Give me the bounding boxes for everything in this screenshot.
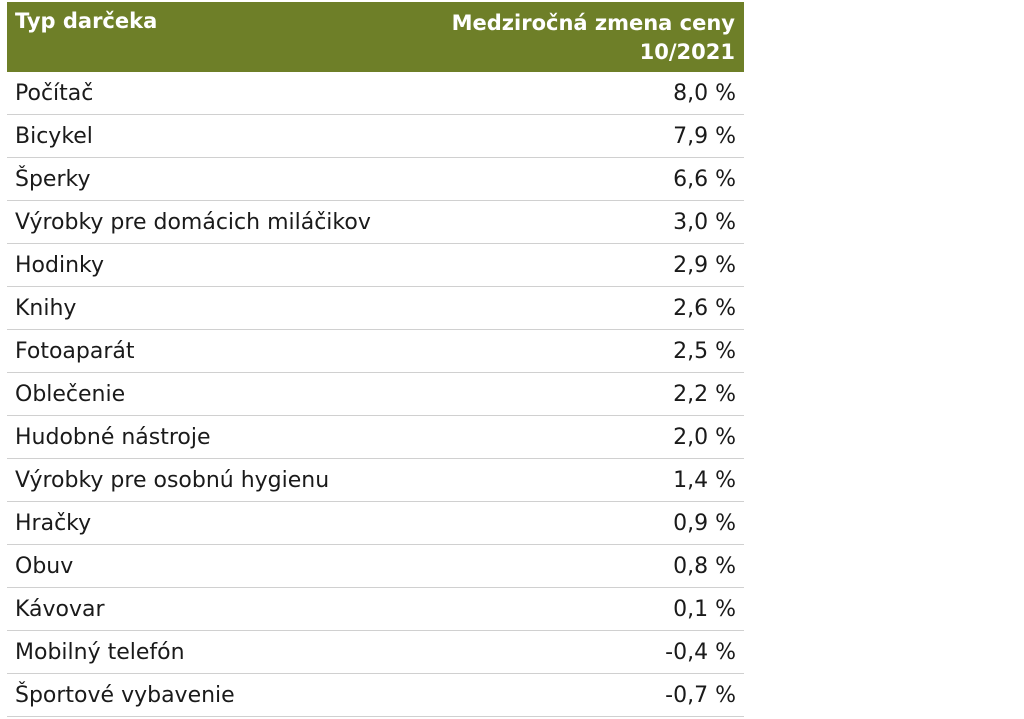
row-gift-name: Mobilný telefón [15,640,185,665]
table-row: Športové vybavenie -0,7 % [7,674,744,717]
table-row: Mobilný telefón -0,4 % [7,631,744,674]
row-gift-name: Šperky [15,167,91,192]
row-gift-name: Počítač [15,81,94,106]
row-gift-name: Obuv [15,554,74,579]
header-price-change-line2: 10/2021 [639,40,735,64]
table-row: Oblečenie 2,2 % [7,373,744,416]
row-price-change: 1,4 % [673,468,736,493]
table-row: Hodinky 2,9 % [7,244,744,287]
table-row: Výrobky pre osobnú hygienu 1,4 % [7,459,744,502]
row-price-change: 6,6 % [673,167,736,192]
row-gift-name: Fotoaparát [15,339,135,364]
table-row: Fotoaparát 2,5 % [7,330,744,373]
row-gift-name: Hodinky [15,253,104,278]
price-change-table: Typ darčeka Medziročná zmena ceny 10/202… [7,2,744,717]
table-row: Hračky 0,9 % [7,502,744,545]
table-row: Počítač 8,0 % [7,72,744,115]
table-row: Obuv 0,8 % [7,545,744,588]
table-row: Hudobné nástroje 2,0 % [7,416,744,459]
table-row: Knihy 2,6 % [7,287,744,330]
row-price-change: 2,0 % [673,425,736,450]
row-price-change: 2,9 % [673,253,736,278]
table-header: Typ darčeka Medziročná zmena ceny 10/202… [7,2,744,72]
row-price-change: 2,5 % [673,339,736,364]
row-gift-name: Oblečenie [15,382,126,407]
header-gift-type: Typ darčeka [15,9,158,33]
row-price-change: 0,1 % [673,597,736,622]
row-price-change: 0,8 % [673,554,736,579]
row-gift-name: Bicykel [15,124,93,149]
table-row: Bicykel 7,9 % [7,115,744,158]
row-price-change: 3,0 % [673,210,736,235]
table-row: Šperky 6,6 % [7,158,744,201]
row-gift-name: Výrobky pre osobnú hygienu [15,468,330,493]
header-price-change-line1: Medziročná zmena ceny [451,11,735,35]
row-gift-name: Hudobné nástroje [15,425,211,450]
row-price-change: 2,2 % [673,382,736,407]
row-gift-name: Knihy [15,296,77,321]
row-gift-name: Kávovar [15,597,105,622]
row-price-change: 0,9 % [673,511,736,536]
row-price-change: 7,9 % [673,124,736,149]
row-price-change: -0,7 % [665,683,736,708]
row-gift-name: Hračky [15,511,92,536]
header-price-change: Medziročná zmena ceny 10/2021 [452,9,735,67]
row-price-change: 8,0 % [673,81,736,106]
table-row: Výrobky pre domácich miláčikov 3,0 % [7,201,744,244]
row-price-change: 2,6 % [673,296,736,321]
row-price-change: -0,4 % [665,640,736,665]
row-gift-name: Športové vybavenie [15,683,235,708]
table-row: Kávovar 0,1 % [7,588,744,631]
row-gift-name: Výrobky pre domácich miláčikov [15,210,371,235]
